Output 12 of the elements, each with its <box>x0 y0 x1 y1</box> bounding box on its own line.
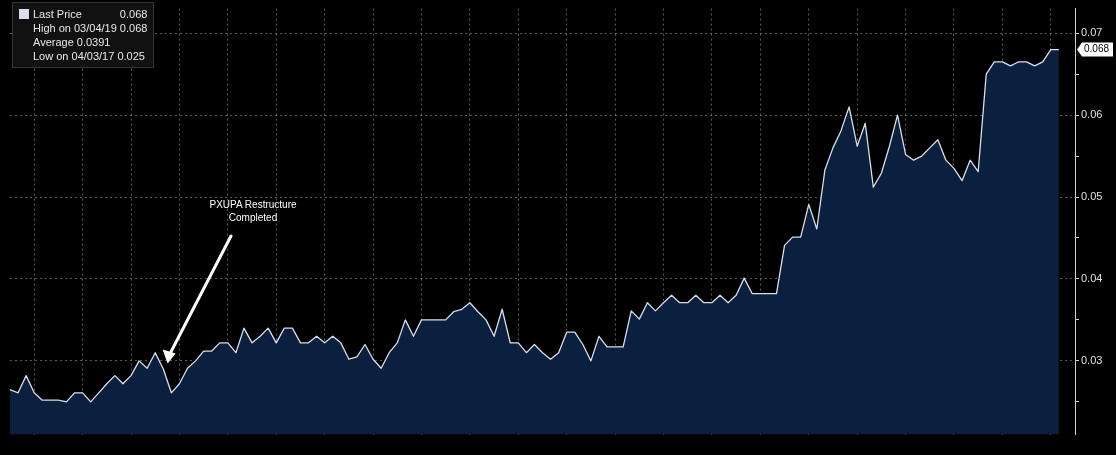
annotation: Average 0.0391 <box>33 35 111 49</box>
y-tick-label: 0.06 <box>1081 108 1103 121</box>
annotation: Low on 04/03/17 0.025 <box>33 49 145 63</box>
annotation: 0.068 <box>1084 43 1110 55</box>
y-tick-label: 0.03 <box>1081 353 1103 366</box>
legend-label: Last Price <box>33 7 83 21</box>
y-tick-label: 0.07 <box>1081 26 1103 39</box>
annotation: 0.068 <box>119 7 148 21</box>
annotation: PXUPA Restructure Completed <box>209 199 297 223</box>
annotation: High on 03/04/19 0.068 <box>33 21 148 35</box>
y-tick-label: 0.05 <box>1081 190 1103 203</box>
y-tick-label: 0.04 <box>1081 271 1103 284</box>
